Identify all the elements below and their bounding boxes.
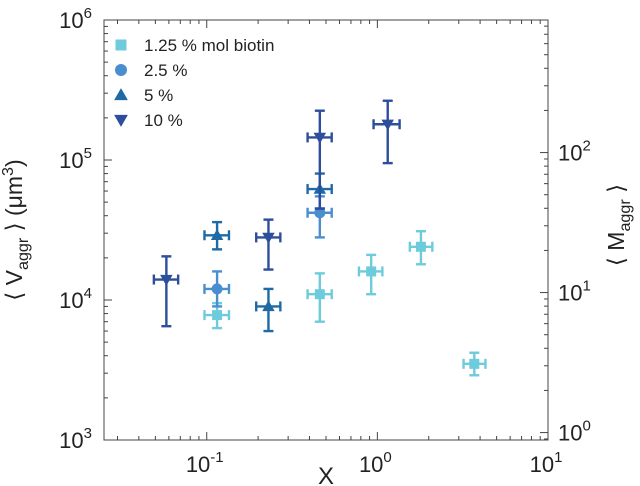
legend-label: 10 %: [144, 111, 183, 130]
y2-tick-label: 100: [558, 418, 591, 446]
axis-ticks: [104, 19, 549, 441]
legend-marker: [114, 114, 128, 127]
data-point: [210, 229, 224, 240]
legend-marker: [115, 39, 127, 51]
x-tick-label: 10-1: [186, 449, 224, 477]
x-tick-label: 100: [359, 449, 392, 477]
y-tick-label: 106: [59, 5, 92, 33]
x-axis-title: X: [318, 463, 334, 486]
series-square: [203, 230, 487, 377]
data-point: [366, 266, 377, 277]
data-point: [314, 289, 325, 300]
legend-label: 2.5 %: [144, 61, 187, 80]
legend-label: 1.25 % mol biotin: [144, 36, 274, 55]
y2-tick-label: 102: [558, 138, 591, 166]
legend: 1.25 % mol biotin 2.5 % 5 % 10 %: [114, 36, 274, 130]
y2-axis-title: ⟨ Maggr ⟩: [603, 184, 634, 266]
data-point: [262, 300, 275, 312]
y-axis-title: ⟨ Vaggr ⟩ (μm3): [0, 159, 32, 300]
data-point: [211, 283, 223, 295]
plot-frame: [103, 19, 549, 441]
data-marks: [152, 99, 487, 377]
series-triangle-down: [152, 99, 401, 328]
y-tick-label: 103: [59, 425, 92, 453]
tick-labels: 10-1 100 101 103 104 105 106 100 101 102: [59, 5, 591, 477]
y2-tick-label: 101: [558, 278, 591, 306]
legend-marker: [115, 64, 127, 76]
data-point: [314, 207, 326, 219]
legend-label: 5 %: [144, 86, 173, 105]
data-point: [212, 310, 223, 321]
legend-marker: [114, 88, 128, 101]
data-point: [313, 132, 327, 144]
x-tick-label: 101: [530, 449, 563, 477]
y-tick-label: 104: [59, 285, 92, 313]
data-point: [381, 119, 394, 131]
y-tick-label: 105: [59, 145, 92, 173]
data-point: [469, 358, 480, 369]
data-point: [160, 274, 173, 286]
data-point: [262, 232, 275, 244]
data-point: [415, 241, 426, 252]
